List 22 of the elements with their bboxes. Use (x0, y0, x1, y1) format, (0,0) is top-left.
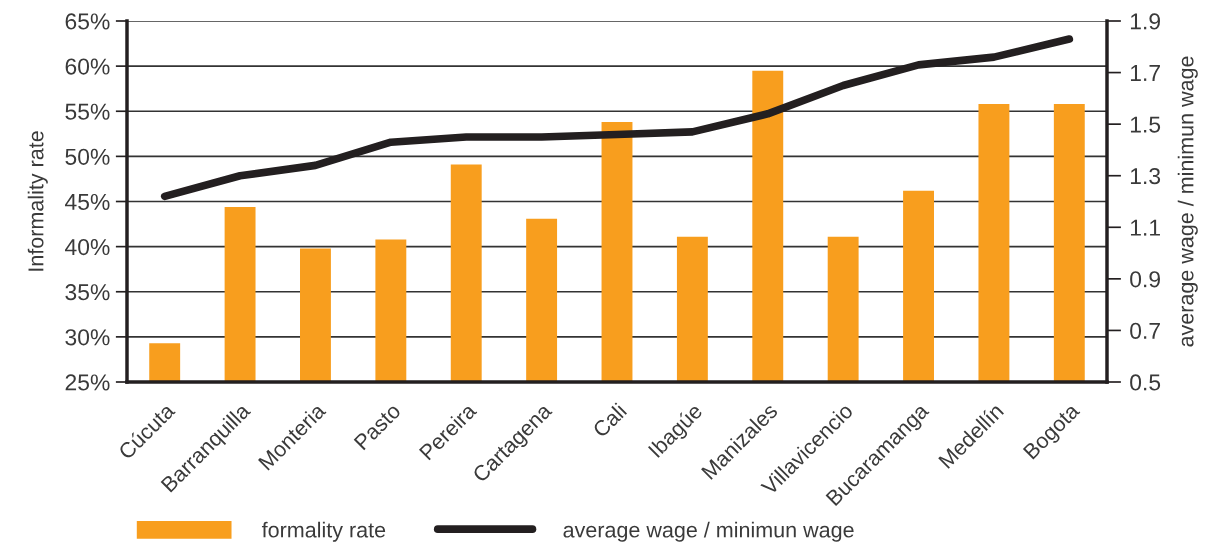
y-axis-title: Informality rate (27, 131, 48, 271)
y-tick-label: 60% (65, 58, 110, 75)
y-tick-label: 40% (64, 238, 110, 256)
y2-tick-label: 0.7 (1130, 322, 1160, 339)
y2-tick-label: 1.1 (1130, 219, 1160, 236)
y-tick-label: 65% (65, 13, 110, 30)
y2-tick-label: 1.9 (1130, 13, 1160, 30)
y2-axis-title: average wage / minimun wage (1177, 56, 1198, 347)
y2-tick-label: 1.3 (1130, 168, 1161, 185)
y-tick-label: 50% (65, 148, 110, 165)
y-tick-label: 35% (65, 284, 110, 301)
y2-tick-label: 0.9 (1130, 271, 1160, 288)
y-tick-label: 30% (65, 329, 110, 346)
y-tick-label: 55% (65, 103, 110, 120)
y2-tick-label: 1.5 (1130, 116, 1161, 133)
y2-tick-label: 0.5 (1130, 374, 1161, 391)
y-tick-label: 45% (64, 193, 110, 211)
y-tick-label: 25% (65, 374, 110, 391)
legend-label: formality rate (261, 521, 386, 542)
legend-label: average wage / minimun wage (563, 521, 854, 542)
y2-tick-label: 1.7 (1130, 65, 1160, 81)
x-tick-label: Cali (591, 402, 628, 439)
